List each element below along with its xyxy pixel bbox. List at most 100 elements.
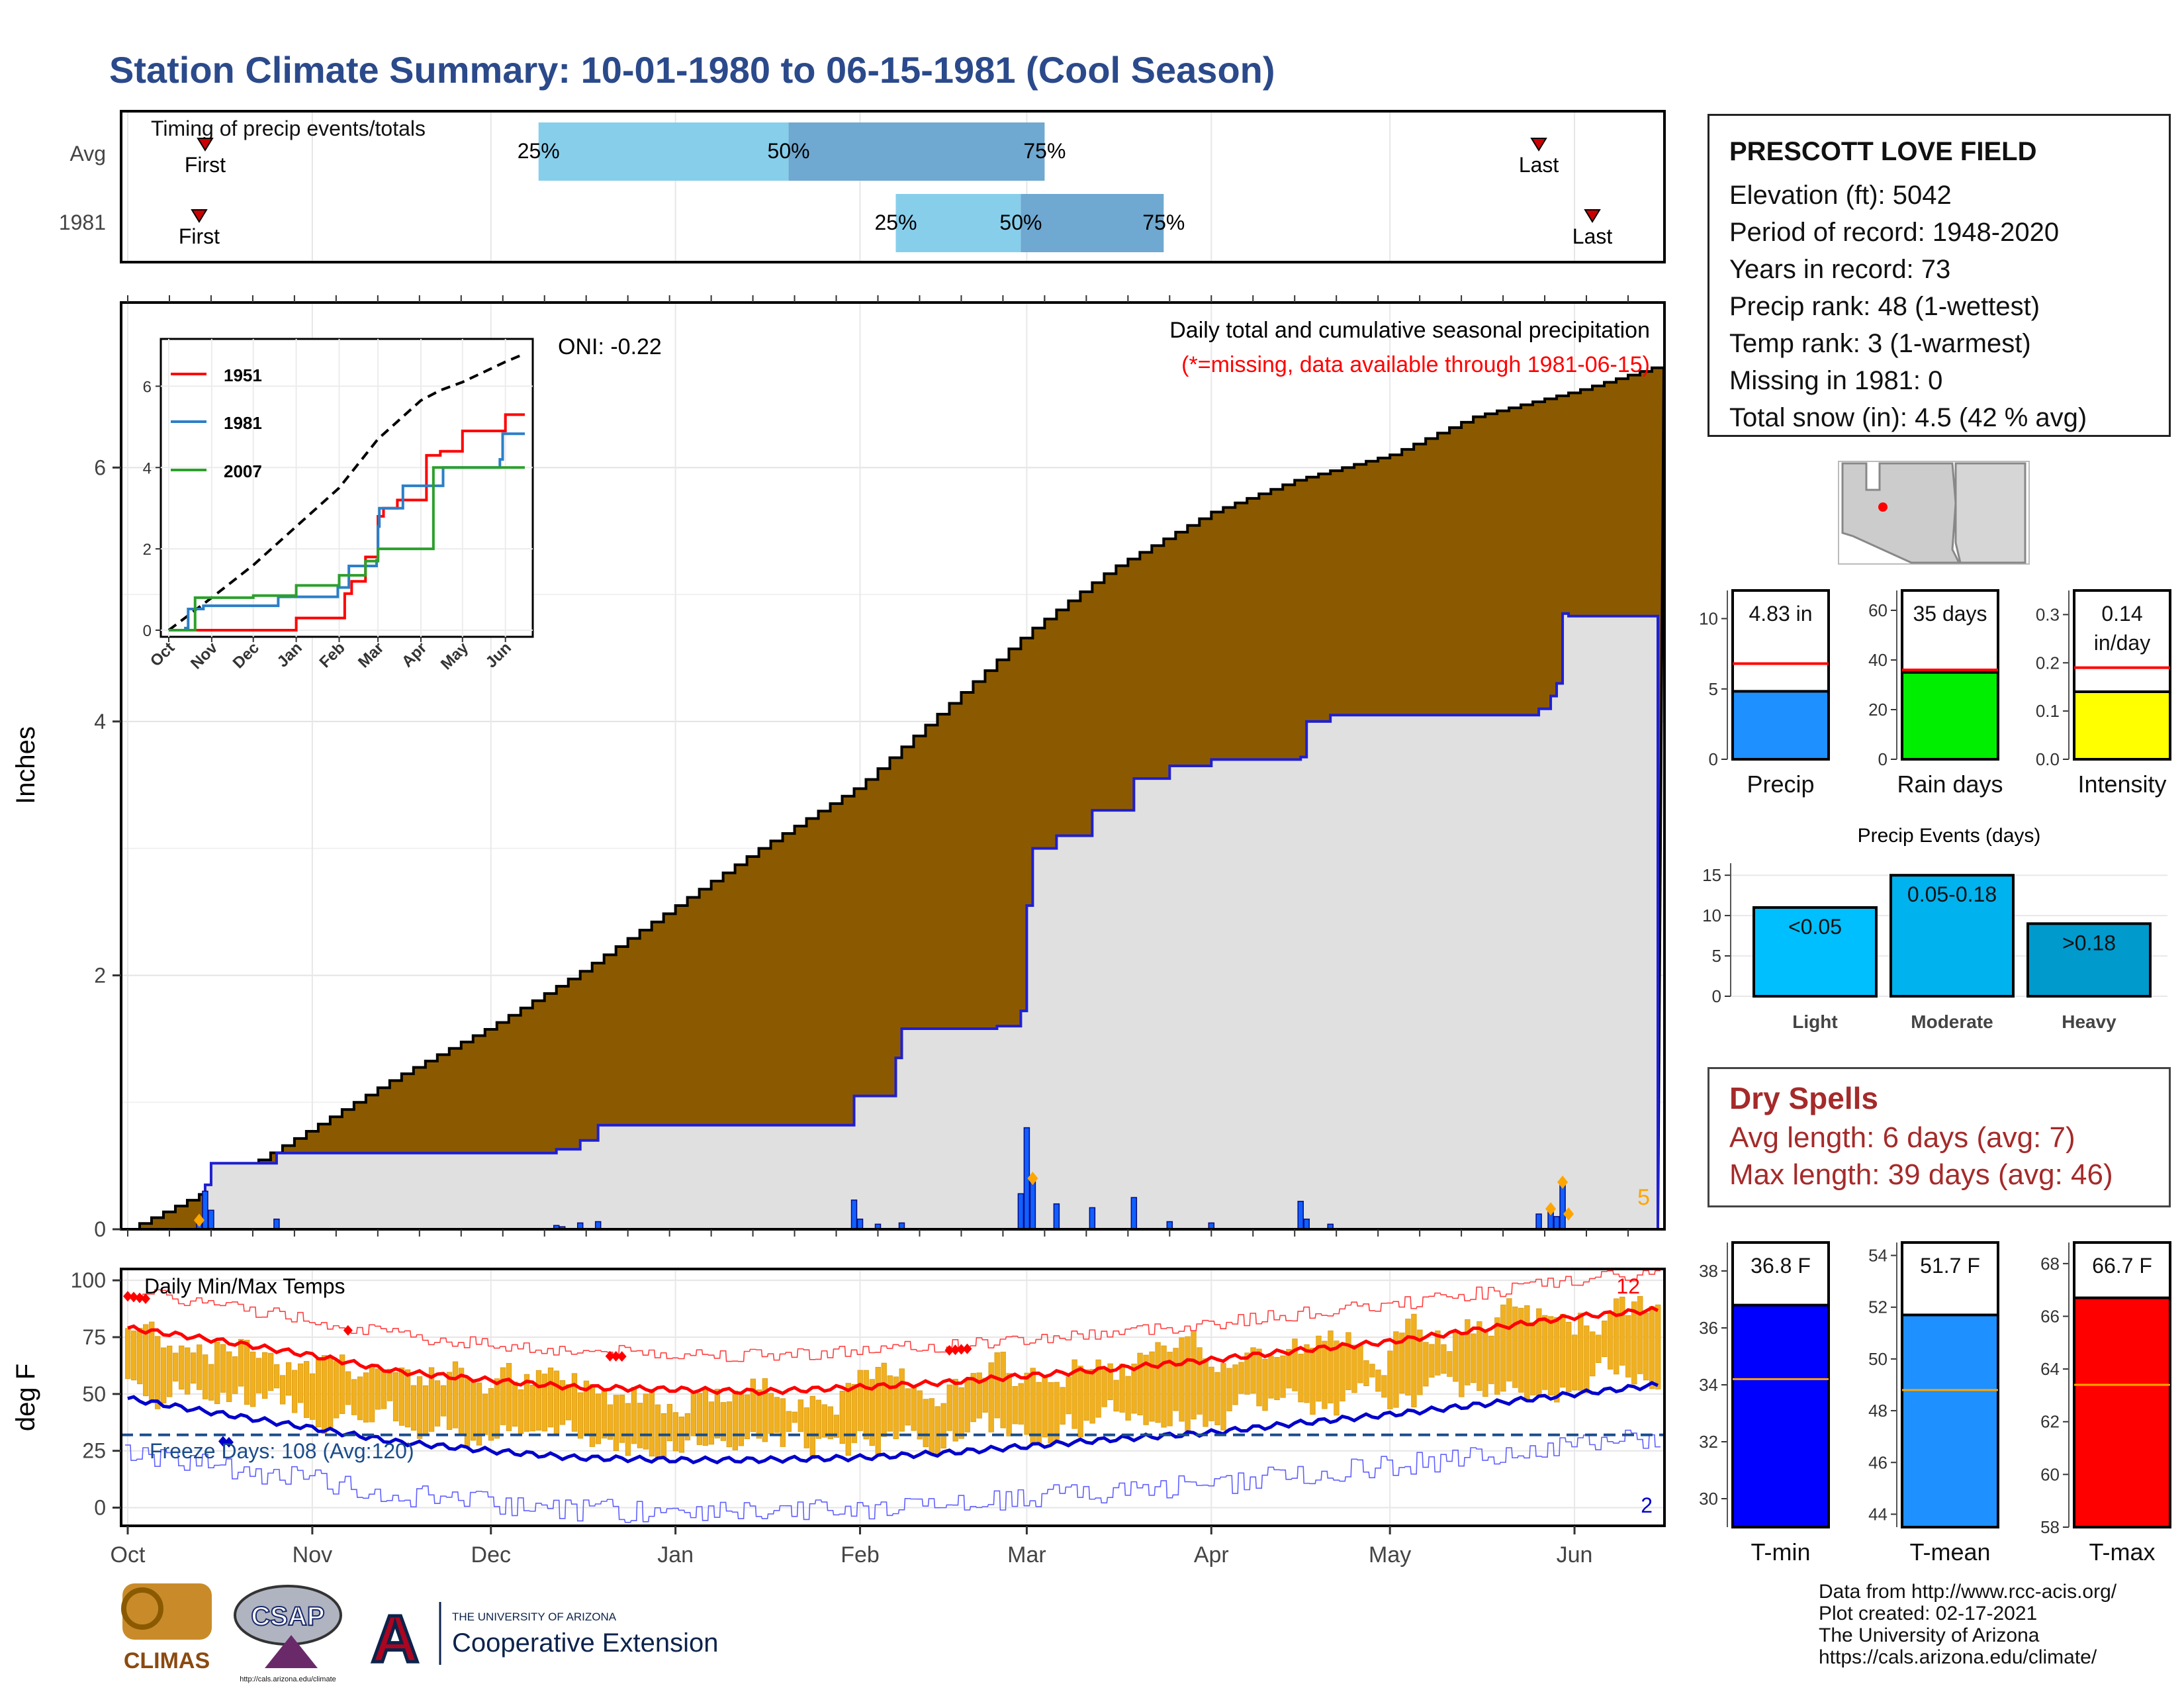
station-years: Years in record: 73 bbox=[1729, 255, 1951, 284]
daily-temp-bar bbox=[827, 1406, 833, 1440]
daily-temp-bar bbox=[1494, 1317, 1500, 1395]
temp-ylabel: deg F bbox=[11, 1364, 40, 1431]
inset-frame bbox=[159, 338, 534, 638]
intensity-ytick-label: 0.0 bbox=[2036, 749, 2060, 769]
daily-temp-bar bbox=[149, 1321, 155, 1402]
daily-temp-bar bbox=[1560, 1313, 1566, 1388]
timing-row-avg: Avg bbox=[69, 142, 106, 165]
t-min-ytick-label: 32 bbox=[1699, 1432, 1718, 1452]
events-title: Precip Events (days) bbox=[1858, 825, 2041, 847]
daily-temp-bar bbox=[482, 1393, 488, 1435]
inset-ytick-label: 0 bbox=[143, 622, 152, 640]
daily-temp-bar bbox=[851, 1383, 857, 1443]
daily-temp-bar bbox=[529, 1384, 536, 1432]
t-mean-chart: 44 46 48 50 52 54 51.7 F T-mean bbox=[1868, 1241, 1999, 1566]
daily-temp-bar bbox=[203, 1354, 208, 1399]
daily-temp-bar bbox=[1619, 1296, 1625, 1366]
daily-temp-bar bbox=[1119, 1364, 1125, 1413]
daily-temp-bar bbox=[1244, 1352, 1250, 1395]
credit-university: The University of Arizona bbox=[1819, 1624, 2040, 1646]
csap-mountain bbox=[265, 1635, 318, 1668]
daily-temp-bar bbox=[208, 1364, 214, 1401]
daily-temp-bar bbox=[1066, 1376, 1071, 1415]
csap-wordmark: CSAP bbox=[251, 1602, 324, 1631]
average-max-line bbox=[127, 1305, 1659, 1396]
precip-ytick-label: 10 bbox=[1699, 609, 1718, 629]
daily-temp-bar bbox=[1447, 1351, 1453, 1377]
daily-temp-bar bbox=[1060, 1387, 1066, 1425]
record-high-marker bbox=[128, 1291, 138, 1303]
daily-temp-bar bbox=[1095, 1359, 1101, 1418]
daily-temp-bar bbox=[1542, 1315, 1548, 1390]
daily-temp-bar bbox=[410, 1385, 417, 1431]
daily-temp-bar bbox=[232, 1356, 238, 1394]
precip-axes: 0 2 4 6 bbox=[94, 295, 1629, 1241]
daily-temp-bar bbox=[1262, 1358, 1268, 1411]
t-mean-ytick-label: 52 bbox=[1868, 1297, 1888, 1317]
daily-temp-bar bbox=[1214, 1372, 1220, 1425]
daily-temp-bar bbox=[1524, 1305, 1530, 1399]
t-min-value-label: 36.8 F bbox=[1751, 1254, 1811, 1278]
daily-temp-bar bbox=[351, 1379, 357, 1415]
record-high-marker bbox=[343, 1325, 353, 1336]
cur-second-half-bar bbox=[1021, 194, 1164, 252]
temp-month-label: May bbox=[1369, 1542, 1411, 1568]
daily-temp-bar bbox=[1197, 1347, 1203, 1415]
precip-ytick-label: 4 bbox=[94, 710, 106, 733]
daily-temp-bar bbox=[934, 1406, 940, 1457]
temp-month-label: Mar bbox=[1007, 1542, 1046, 1568]
record-low-count: 2 bbox=[1641, 1493, 1653, 1517]
daily-temp-bar bbox=[185, 1347, 191, 1395]
t-min-label: T-min bbox=[1751, 1538, 1811, 1566]
rain-days-label: Rain days bbox=[1897, 771, 2003, 798]
t-mean-ytick-label: 48 bbox=[1868, 1401, 1888, 1421]
t-min-ytick-label: 38 bbox=[1699, 1261, 1718, 1281]
precip-frame bbox=[120, 301, 1666, 1231]
daily-temp-bar bbox=[422, 1385, 429, 1434]
daily-temp-bar bbox=[167, 1345, 173, 1397]
daily-temp-bar bbox=[1584, 1325, 1590, 1393]
daily-temp-bar bbox=[214, 1342, 220, 1405]
daily-temp-bar bbox=[1131, 1364, 1137, 1414]
daily-temp-bar bbox=[161, 1347, 167, 1404]
daily-temp-bar bbox=[1387, 1350, 1393, 1409]
daily-temp-bar bbox=[1143, 1354, 1149, 1425]
precip-ytick-label: 5 bbox=[1709, 679, 1718, 699]
daily-temp-bar bbox=[518, 1389, 524, 1434]
t-max-ytick-label: 62 bbox=[2040, 1412, 2060, 1432]
temp-panel: 0 25 50 75 100 Oct Nov Dec Jan Feb Mar Apr May Jun Da… bbox=[11, 1268, 1666, 1568]
record-high-marker bbox=[950, 1344, 960, 1356]
temp-month-label: Nov bbox=[293, 1542, 332, 1568]
snow-markers bbox=[193, 1172, 1574, 1227]
daily-temp-bar bbox=[381, 1369, 387, 1409]
temp-month-label: Jun bbox=[1557, 1542, 1593, 1568]
daily-temp-bar bbox=[821, 1404, 827, 1438]
daily-temp-bar bbox=[1572, 1335, 1578, 1391]
daily-temp-bar bbox=[238, 1338, 244, 1387]
t-max-ytick-label: 64 bbox=[2040, 1359, 2060, 1379]
daily-temp-bar bbox=[1006, 1373, 1012, 1436]
temp-axes: 0 25 50 75 100 Oct Nov Dec Jan Feb Mar Apr May Jun bbox=[71, 1268, 1593, 1568]
timing-bars: 25% 50% 75% First Last 25% 50% 75% First Last bbox=[179, 122, 1612, 252]
daily-temp-bar bbox=[1286, 1348, 1292, 1389]
daily-temp-bar bbox=[416, 1376, 423, 1439]
daily-precip-bar bbox=[1017, 1193, 1024, 1230]
daily-temp-bar bbox=[1000, 1352, 1006, 1429]
daily-temp-bar bbox=[1208, 1366, 1214, 1421]
daily-temp-bar bbox=[1393, 1331, 1399, 1408]
rain-days-chart: 0 20 40 60 35 days Rain days bbox=[1868, 589, 2003, 798]
snow-count: 5 bbox=[1637, 1185, 1650, 1210]
daily-temp-bar bbox=[929, 1398, 934, 1454]
inset-line-average bbox=[167, 352, 525, 632]
oni-label: ONI: -0.22 bbox=[558, 334, 662, 359]
missing-note: (*=missing, data available through 1981-… bbox=[1181, 352, 1650, 377]
daily-temp-bar bbox=[726, 1401, 733, 1448]
daily-temp-bar bbox=[1232, 1364, 1238, 1405]
daily-temp-bar bbox=[738, 1392, 744, 1446]
daily-temp-bar bbox=[1369, 1364, 1375, 1378]
daily-temp-bar bbox=[863, 1370, 869, 1440]
daily-temp-bar bbox=[1107, 1363, 1113, 1401]
daily-temp-bar bbox=[756, 1389, 762, 1439]
daily-temp-bar bbox=[428, 1367, 435, 1432]
daily-temp-bar bbox=[1596, 1335, 1602, 1363]
